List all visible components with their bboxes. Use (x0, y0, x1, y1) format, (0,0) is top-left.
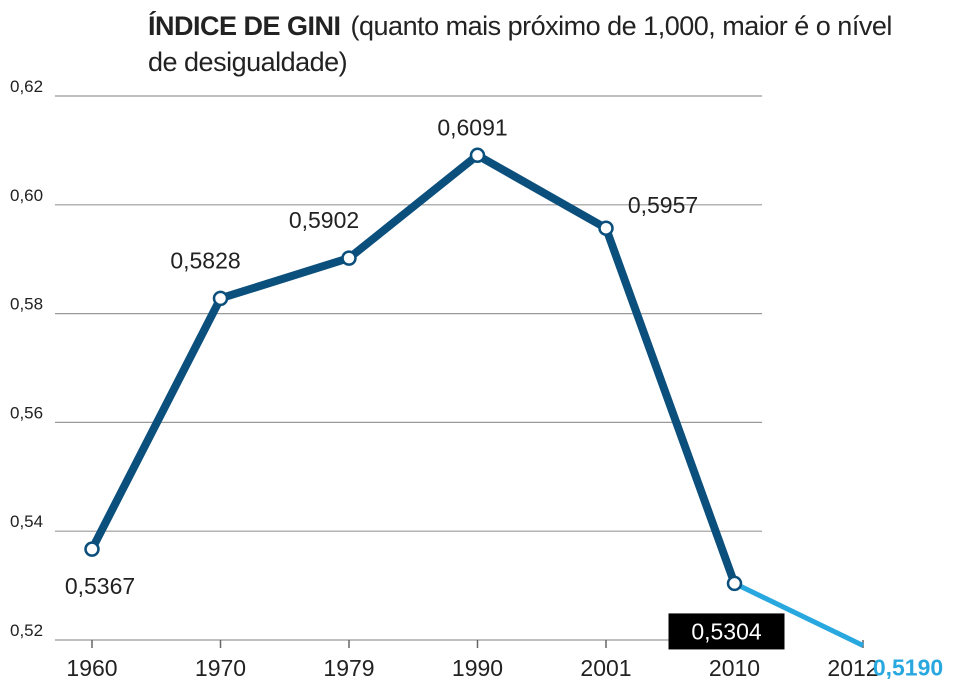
value-label: 0,5957 (628, 192, 698, 218)
x-tick-label: 1979 (323, 655, 374, 681)
point (469, 147, 486, 164)
chart-subtitle: (quanto mais próximo de 1,000, maior é o… (148, 11, 892, 77)
point (212, 290, 229, 307)
value-label: 0,5304 (691, 618, 762, 644)
y-tick-label: 0,54 (10, 512, 43, 531)
line (88, 151, 739, 585)
x-tick-label: 1970 (195, 655, 246, 681)
point (84, 541, 100, 557)
y-tick-label: 0,52 (10, 621, 43, 640)
y-tick-label: 0,62 (10, 77, 43, 96)
label-box (668, 613, 785, 650)
point (598, 220, 614, 236)
y-tick-label: 0,60 (10, 186, 43, 205)
x-tick-label: 2010 (709, 655, 760, 681)
value-label: 0,5902 (289, 207, 359, 233)
point (726, 575, 743, 592)
x-tick-label: 2001 (580, 655, 631, 681)
y-tick-label: 0,56 (10, 403, 43, 422)
chart-title: ÍNDICE DE GINI (148, 11, 341, 41)
value-label: 0,5367 (65, 573, 135, 599)
x-tick-label: 1990 (452, 655, 503, 681)
value-label: 0,6091 (437, 114, 507, 140)
x-tick-label: 1960 (66, 655, 117, 681)
x-tick-label: 2012 (827, 655, 878, 681)
value-label: 0,5190 (873, 654, 943, 680)
header: ÍNDICE DE GINI (quanto mais próximo de 1,… (148, 8, 908, 80)
line-end-segment (733, 581, 865, 648)
point (341, 250, 357, 266)
value-label: 0,5828 (170, 247, 240, 273)
y-tick-label: 0,58 (10, 295, 43, 314)
